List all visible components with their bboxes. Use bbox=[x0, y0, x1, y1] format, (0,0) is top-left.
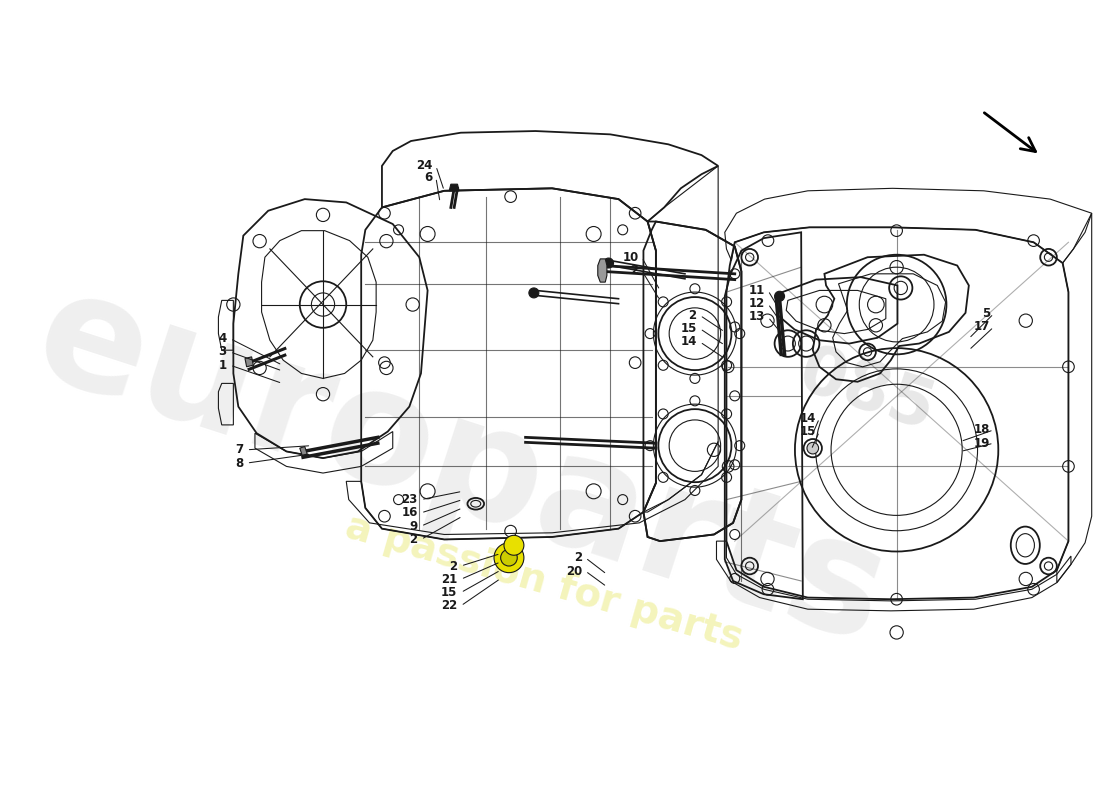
Circle shape bbox=[529, 288, 539, 298]
Text: 15: 15 bbox=[441, 586, 458, 599]
Text: 14: 14 bbox=[680, 335, 696, 348]
Text: 2: 2 bbox=[630, 264, 638, 277]
Text: 2: 2 bbox=[689, 309, 696, 322]
Circle shape bbox=[504, 535, 524, 555]
Circle shape bbox=[604, 258, 614, 268]
Text: 12: 12 bbox=[748, 298, 764, 310]
Text: 21: 21 bbox=[441, 573, 458, 586]
Text: 3: 3 bbox=[219, 346, 227, 358]
Text: 085: 085 bbox=[791, 339, 944, 445]
Text: 13: 13 bbox=[748, 310, 764, 323]
Text: 14: 14 bbox=[800, 412, 816, 425]
Text: 1: 1 bbox=[219, 358, 227, 372]
Text: 17: 17 bbox=[975, 321, 990, 334]
Polygon shape bbox=[300, 446, 307, 456]
Text: 15: 15 bbox=[800, 425, 816, 438]
Text: 2: 2 bbox=[409, 533, 418, 546]
Text: 22: 22 bbox=[441, 599, 458, 612]
Text: europarts: europarts bbox=[18, 256, 904, 677]
Text: 23: 23 bbox=[402, 493, 418, 506]
Text: 7: 7 bbox=[235, 443, 243, 456]
Text: 2: 2 bbox=[450, 559, 458, 573]
Text: 8: 8 bbox=[235, 457, 243, 470]
Circle shape bbox=[494, 542, 524, 573]
Text: 9: 9 bbox=[409, 520, 418, 533]
Polygon shape bbox=[449, 184, 459, 191]
Text: 11: 11 bbox=[748, 284, 764, 297]
Text: 18: 18 bbox=[974, 423, 990, 436]
Text: 16: 16 bbox=[402, 506, 418, 519]
Text: 6: 6 bbox=[425, 171, 432, 184]
Text: 20: 20 bbox=[565, 565, 582, 578]
Text: 5: 5 bbox=[982, 307, 990, 320]
Polygon shape bbox=[245, 357, 253, 366]
Text: 15: 15 bbox=[680, 322, 696, 335]
Text: 10: 10 bbox=[623, 250, 638, 264]
Circle shape bbox=[774, 291, 784, 302]
Text: 2: 2 bbox=[574, 551, 582, 564]
Ellipse shape bbox=[807, 442, 818, 454]
Circle shape bbox=[500, 550, 517, 566]
Text: 19: 19 bbox=[974, 437, 990, 450]
Text: 4: 4 bbox=[219, 332, 227, 345]
Text: a passion for parts: a passion for parts bbox=[341, 508, 747, 658]
Polygon shape bbox=[597, 259, 607, 282]
Text: 24: 24 bbox=[416, 159, 432, 173]
